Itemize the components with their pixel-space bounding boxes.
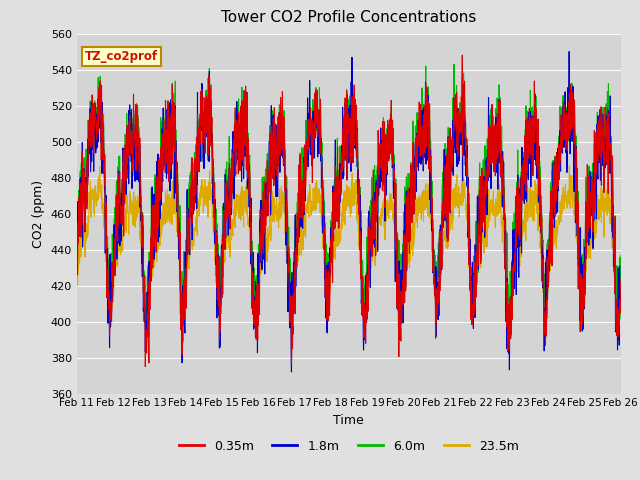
- Y-axis label: CO2 (ppm): CO2 (ppm): [32, 180, 45, 248]
- Text: TZ_co2prof: TZ_co2prof: [85, 50, 158, 63]
- Title: Tower CO2 Profile Concentrations: Tower CO2 Profile Concentrations: [221, 11, 477, 25]
- X-axis label: Time: Time: [333, 414, 364, 427]
- Legend: 0.35m, 1.8m, 6.0m, 23.5m: 0.35m, 1.8m, 6.0m, 23.5m: [173, 434, 524, 457]
